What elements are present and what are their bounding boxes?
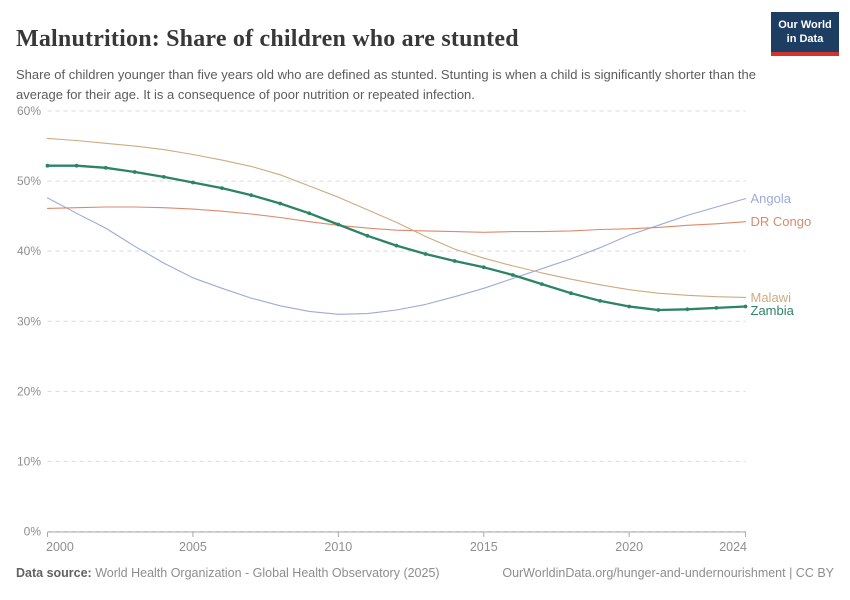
data-point-zambia[interactable] xyxy=(743,304,748,309)
series-line-zambia[interactable] xyxy=(46,164,747,312)
page-title: Malnutrition: Share of children who are … xyxy=(16,26,519,53)
series-label-zambia[interactable]: Zambia xyxy=(751,303,795,318)
owid-link[interactable]: OurWorldinData.org/hunger-and-undernouri… xyxy=(502,566,834,580)
data-point-zambia[interactable] xyxy=(45,163,50,168)
data-point-zambia[interactable] xyxy=(74,163,79,168)
data-point-zambia[interactable] xyxy=(394,243,399,248)
data-point-zambia[interactable] xyxy=(569,291,573,296)
data-point-zambia[interactable] xyxy=(191,180,195,185)
y-tick-label: 20% xyxy=(17,384,41,398)
data-source: Data source: World Health Organization -… xyxy=(16,566,440,580)
chart-footer: Data source: World Health Organization -… xyxy=(16,566,834,580)
data-point-zambia[interactable] xyxy=(685,307,690,312)
data-source-value: World Health Organization - Global Healt… xyxy=(91,566,440,580)
data-point-zambia[interactable] xyxy=(307,211,312,216)
y-tick-label: 50% xyxy=(17,174,41,188)
data-point-zambia[interactable] xyxy=(161,175,166,179)
data-point-zambia[interactable] xyxy=(249,193,254,198)
chart-subtitle: Share of children younger than five year… xyxy=(16,67,756,102)
series-label-angola[interactable]: Angola xyxy=(751,191,792,206)
data-source-label: Data source: xyxy=(16,566,92,580)
y-tick-label: 10% xyxy=(17,454,41,468)
y-tick-label: 60% xyxy=(17,104,41,118)
x-tick-label: 2015 xyxy=(470,540,498,554)
series-label-malawi[interactable]: Malawi xyxy=(751,290,792,305)
data-point-zambia[interactable] xyxy=(598,299,602,303)
series-label-dr-congo[interactable]: DR Congo xyxy=(751,214,812,229)
data-point-zambia[interactable] xyxy=(540,282,544,286)
data-point-zambia[interactable] xyxy=(481,265,486,270)
data-point-zambia[interactable] xyxy=(103,165,108,170)
data-point-zambia[interactable] xyxy=(714,306,719,310)
data-point-zambia[interactable] xyxy=(423,252,428,256)
y-tick-label: 30% xyxy=(17,314,41,328)
series-line-dr-congo[interactable] xyxy=(46,206,747,233)
data-point-zambia[interactable] xyxy=(510,273,515,277)
data-point-zambia[interactable] xyxy=(336,222,341,227)
x-tick-label: 2000 xyxy=(46,540,74,554)
x-tick-label: 2024 xyxy=(719,540,747,554)
x-tick-label: 2020 xyxy=(615,540,643,554)
data-point-zambia[interactable] xyxy=(452,259,457,263)
owid-logo-line2: in Data xyxy=(786,33,824,46)
owid-logo-line1: Our World xyxy=(778,19,832,31)
y-tick-label: 40% xyxy=(17,244,41,258)
data-point-zambia[interactable] xyxy=(656,308,661,312)
y-tick-label: 0% xyxy=(24,525,42,539)
owid-logo[interactable]: Our World in Data xyxy=(771,12,839,56)
data-point-zambia[interactable] xyxy=(365,233,370,238)
series-line-malawi[interactable] xyxy=(46,137,747,298)
data-point-zambia[interactable] xyxy=(278,201,283,206)
data-point-zambia[interactable] xyxy=(220,186,224,191)
x-tick-label: 2010 xyxy=(324,540,352,554)
series-line-angola[interactable] xyxy=(46,197,747,315)
x-tick-label: 2005 xyxy=(179,540,207,554)
data-point-zambia[interactable] xyxy=(132,170,137,174)
data-point-zambia[interactable] xyxy=(627,304,632,309)
